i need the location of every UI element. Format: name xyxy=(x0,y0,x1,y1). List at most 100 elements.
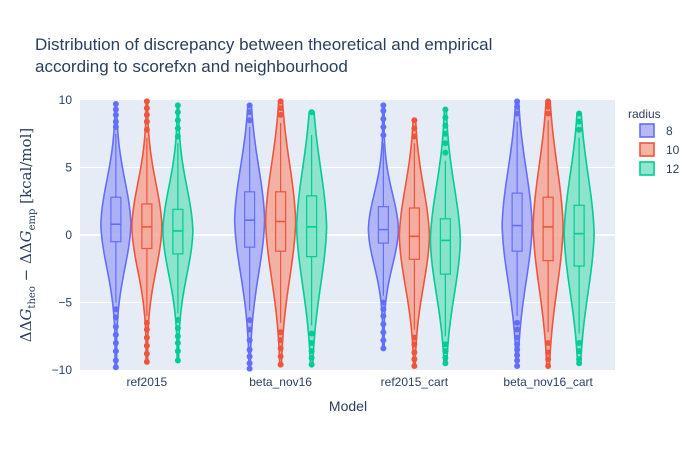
outlier-point xyxy=(380,321,387,328)
outlier-point xyxy=(514,98,521,105)
outlier-point xyxy=(514,334,521,341)
y-tick-label: −10 xyxy=(52,363,73,377)
outlier-point xyxy=(576,340,583,346)
violin-10-beta_nov16_cart xyxy=(532,98,564,369)
outlier-point xyxy=(380,329,387,336)
outlier-point xyxy=(246,346,253,353)
outlier-point xyxy=(514,103,521,110)
y-tick-label: 10 xyxy=(59,93,73,107)
x-axis-title: Model xyxy=(329,398,367,414)
outlier-point xyxy=(411,356,418,363)
legend-items: 8 10 12 xyxy=(639,123,680,176)
outlier-point xyxy=(411,334,418,341)
outlier-point xyxy=(411,362,418,369)
outlier-point xyxy=(112,348,119,355)
outlier-point xyxy=(246,117,253,124)
outlier-point xyxy=(411,349,418,356)
outlier-point xyxy=(576,126,583,133)
y-label-g1: G xyxy=(17,309,35,321)
outlier-point xyxy=(380,313,387,319)
outlier-point xyxy=(246,365,253,372)
x-tick-label: beta_nov16 xyxy=(249,375,312,389)
outlier-point xyxy=(514,341,521,348)
outlier-point xyxy=(308,109,315,116)
outlier-point xyxy=(112,323,119,330)
outlier-point xyxy=(514,319,521,326)
legend-item-8: 8 xyxy=(639,123,673,138)
outlier-point xyxy=(143,358,150,365)
outlier-point xyxy=(112,111,119,118)
iqr-box xyxy=(110,196,122,243)
outlier-point xyxy=(246,326,253,333)
iqr-box xyxy=(439,218,451,275)
y-label-minus: − xyxy=(17,264,35,286)
outlier-point xyxy=(380,107,387,114)
outlier-point xyxy=(442,348,449,355)
iqr-box xyxy=(408,207,420,260)
outlier-point xyxy=(308,354,315,361)
iqr-box xyxy=(377,206,389,244)
y-label-delta2: ΔΔ xyxy=(17,242,35,264)
chart-title-line-2: according to scorefxn and neighbourhood xyxy=(35,57,348,76)
outlier-point xyxy=(246,102,253,109)
legend-swatch xyxy=(639,123,655,138)
outlier-point xyxy=(545,349,552,356)
violin-8-ref2015_cart xyxy=(367,102,400,352)
legend-item-12: 12 xyxy=(639,161,680,176)
outlier-point xyxy=(545,356,552,363)
legend-label: 8 xyxy=(666,124,673,138)
outlier-point xyxy=(174,109,181,116)
chart-title-line-1: Distribution of discrepancy between theo… xyxy=(35,35,492,54)
outlier-point xyxy=(174,357,181,364)
violin-12-ref2015_cart xyxy=(429,106,462,367)
outlier-point xyxy=(442,114,449,121)
outlier-point xyxy=(380,124,387,130)
outlier-point xyxy=(112,340,119,346)
outlier-point xyxy=(545,98,552,105)
outlier-point xyxy=(411,341,418,348)
outlier-point xyxy=(277,329,284,336)
y-tick-label: −5 xyxy=(58,296,72,310)
outlier-point xyxy=(411,117,418,124)
y-label-unit: [kcal/mol] xyxy=(17,128,35,209)
legend-swatch xyxy=(639,161,655,176)
outlier-point xyxy=(514,346,521,353)
legend-item-10: 10 xyxy=(639,142,680,157)
outlier-point xyxy=(143,126,150,133)
outlier-point xyxy=(112,106,119,113)
outlier-point xyxy=(514,357,521,364)
violin-8-beta_nov16_cart xyxy=(501,98,533,369)
outlier-point xyxy=(277,111,284,118)
outlier-point xyxy=(442,354,449,361)
outlier-point xyxy=(277,353,284,360)
outlier-point xyxy=(143,98,150,105)
outlier-point xyxy=(308,340,315,346)
outlier-point xyxy=(143,326,150,333)
outlier-point xyxy=(174,117,181,124)
outlier-point xyxy=(514,352,521,359)
violin-10-ref2015_cart xyxy=(398,117,431,369)
y-label-delta: ΔΔ xyxy=(17,320,35,342)
outlier-point xyxy=(514,326,521,333)
outlier-point xyxy=(545,362,552,369)
legend-label: 12 xyxy=(666,162,680,176)
outlier-point xyxy=(174,125,181,132)
outlier-point xyxy=(246,353,253,360)
outlier-point xyxy=(277,361,284,368)
violin-8-beta_nov16 xyxy=(233,102,266,372)
outlier-point xyxy=(545,340,552,346)
outlier-point xyxy=(442,140,449,147)
iqr-box xyxy=(511,192,523,252)
outlier-point xyxy=(308,348,315,355)
y-tick-label: 0 xyxy=(65,228,72,242)
outlier-point xyxy=(442,149,449,156)
outlier-point xyxy=(174,340,181,346)
outlier-point xyxy=(143,105,150,112)
y-axis-title: ΔΔGtheo − ΔΔGemp [kcal/mol] xyxy=(17,128,38,342)
x-ticks: ref2015 beta_nov16 ref2015_cart beta_nov16_… xyxy=(127,375,594,389)
outlier-point xyxy=(143,319,150,326)
x-tick-label: ref2015 xyxy=(127,375,168,389)
violin-12-ref2015 xyxy=(162,102,194,364)
outlier-point xyxy=(143,350,150,357)
y-label-sub2: emp xyxy=(27,209,38,231)
